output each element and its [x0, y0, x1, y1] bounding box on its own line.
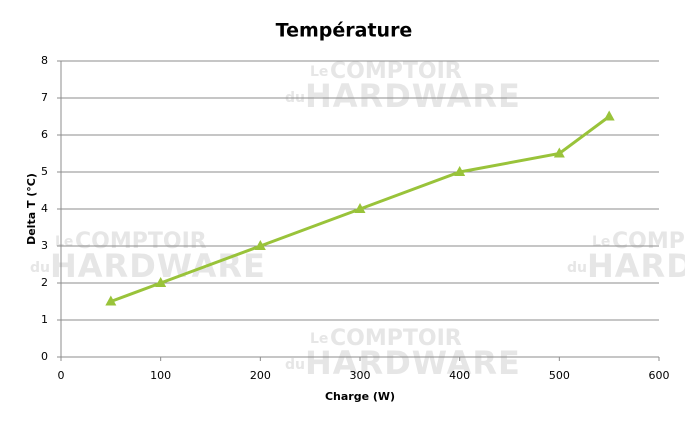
data-point: [553, 147, 565, 158]
y-tick-label: 1: [41, 313, 48, 326]
y-tick-label: 5: [41, 165, 48, 178]
y-tick-label: 8: [41, 54, 48, 67]
watermark-text: du: [285, 357, 305, 373]
watermark-text: Le: [310, 331, 328, 347]
data-point: [254, 240, 266, 250]
x-tick-label: 400: [449, 369, 470, 382]
data-point: [105, 295, 117, 306]
data-point: [454, 166, 466, 176]
x-tick-label: 0: [58, 369, 65, 382]
y-axis-label: Delta T (°C): [25, 173, 38, 245]
y-tick-label: 4: [41, 202, 48, 215]
watermark-text: HARDWARE: [587, 247, 685, 285]
watermark-text: COMPTOIR: [612, 229, 685, 254]
x-tick-label: 200: [250, 369, 271, 382]
data-point: [354, 203, 366, 213]
y-tick-label: 6: [41, 128, 48, 141]
watermark-text: Le: [310, 64, 328, 80]
x-tick-label: 300: [350, 369, 371, 382]
y-tick-label: 0: [41, 350, 48, 363]
watermark-text: COMPTOIR: [330, 59, 462, 84]
x-tick-label: 500: [549, 369, 570, 382]
x-tick-label: 100: [150, 369, 171, 382]
watermark-text: HARDWARE: [305, 77, 521, 115]
watermark-text: du: [567, 260, 587, 276]
data-point: [155, 277, 167, 287]
data-point: [603, 110, 615, 121]
watermark-text: HARDWARE: [50, 247, 266, 285]
x-axis-label: Charge (W): [325, 390, 395, 403]
watermark-text: COMPTOIR: [75, 229, 207, 254]
y-tick-label: 3: [41, 239, 48, 252]
x-tick-label: 600: [649, 369, 670, 382]
y-tick-label: 2: [41, 276, 48, 289]
watermark-text: du: [30, 260, 50, 276]
watermark-text: HARDWARE: [305, 344, 521, 382]
watermark-text: COMPTOIR: [330, 326, 462, 351]
chart-title: Température: [276, 20, 413, 42]
y-tick-label: 7: [41, 91, 48, 104]
